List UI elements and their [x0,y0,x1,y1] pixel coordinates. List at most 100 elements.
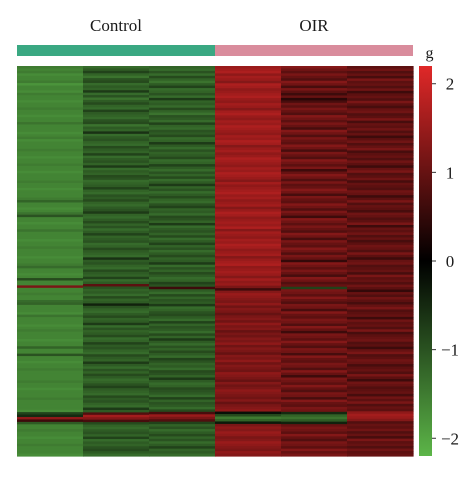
heatmap-cell [215,100,282,104]
heatmap-cell [149,343,216,347]
heatmap-cell [215,372,282,376]
heatmap-cell [281,392,348,396]
heatmap-cell [83,426,150,430]
heatmap-cell [149,306,216,310]
heatmap-cell [215,80,282,84]
heatmap-cell [347,277,414,281]
heatmap-cell [215,223,282,228]
heatmap-cell [83,78,150,82]
heatmap-cell [83,380,150,384]
heatmap-cell [83,446,150,450]
heatmap-cell [149,281,216,285]
heatmap-cell [83,172,150,176]
heatmap-cell [215,357,282,361]
heatmap-cell [215,330,282,334]
heatmap-cell [215,169,282,173]
heatmap-cell [215,406,282,410]
heatmap-cell [149,188,216,192]
heatmap-cell [215,221,282,225]
heatmap-cell [215,246,282,250]
heatmap-cell [215,275,282,279]
heatmap-cell [83,346,150,351]
heatmap-cell [215,179,282,183]
heatmap-cell [83,109,150,113]
heatmap-cell [281,424,348,428]
heatmap-cell [83,274,150,278]
heatmap-cell [347,190,414,194]
heatmap-cell [281,360,348,364]
heatmap-cell [83,196,150,200]
heatmap-cell [83,225,150,229]
heatmap-cell [281,68,348,72]
heatmap-cell [215,352,282,356]
heatmap-cell [17,441,84,445]
heatmap-cell [281,453,348,457]
heatmap-cell [17,304,84,308]
heatmap-cell [281,139,348,143]
heatmap-cell [149,105,216,109]
heatmap-cell [215,322,282,326]
heatmap-cell [281,345,348,349]
heatmap-cell [149,159,216,163]
heatmap-cell [347,371,414,375]
heatmap-cell [215,122,282,126]
heatmap-cell [281,222,348,227]
heatmap-cell [17,153,84,157]
heatmap-cell [149,164,216,168]
heatmap-cell [347,210,414,214]
heatmap-cell [215,201,282,205]
heatmap-cell [149,117,216,121]
heatmap-cell [281,308,348,312]
heatmap-cell [17,129,84,133]
heatmap-cell [83,281,150,285]
heatmap-cell [83,363,150,367]
heatmap-cell [281,78,348,82]
heatmap-cell [347,147,414,152]
heatmap-cell [83,439,150,443]
heatmap-cell [281,225,348,229]
heatmap-cell [347,133,414,137]
heatmap-cell [215,448,282,452]
heatmap-cell [83,177,150,181]
heatmap-cell [281,269,348,273]
heatmap-cell [215,231,282,235]
heatmap-cell [149,151,216,155]
heatmap-cell [17,368,84,372]
heatmap-cell [347,418,414,422]
heatmap-cell [83,322,150,326]
heatmap-cell [83,75,150,79]
heatmap-cell [347,436,414,440]
heatmap-cell [281,102,348,106]
heatmap-cell [347,177,414,181]
heatmap-cell [83,332,150,336]
heatmap-cell [215,305,282,309]
heatmap-cell [215,411,282,415]
heatmap-cell [149,384,216,388]
heatmap-cell [83,424,150,428]
heatmap-cell [347,374,414,378]
heatmap-cell [281,323,348,327]
heatmap-cell [281,254,348,258]
heatmap-cell [215,184,282,188]
heatmap-cell [281,161,348,165]
heatmap-cell [347,232,414,236]
heatmap-cell [17,229,84,233]
heatmap-cell [347,423,414,427]
heatmap-cell [17,109,84,113]
heatmap-cell [149,392,216,396]
heatmap-cell [83,73,150,77]
heatmap-cell [17,187,84,191]
heatmap-cell [215,416,282,420]
heatmap-cell [215,349,282,353]
heatmap-cell [281,318,348,322]
heatmap-cell [281,311,348,315]
heatmap-cell [347,75,414,80]
heatmap-cell [149,397,216,401]
heatmap-cell [149,102,216,106]
heatmap-cell [17,78,84,82]
colorbar-tick-label: −2 [441,429,459,448]
heatmap-cell [17,217,84,221]
heatmap-cell [215,268,282,272]
colorbar: g 2 1 0 −1 −2 [419,45,459,456]
heatmap-cell [281,333,348,337]
